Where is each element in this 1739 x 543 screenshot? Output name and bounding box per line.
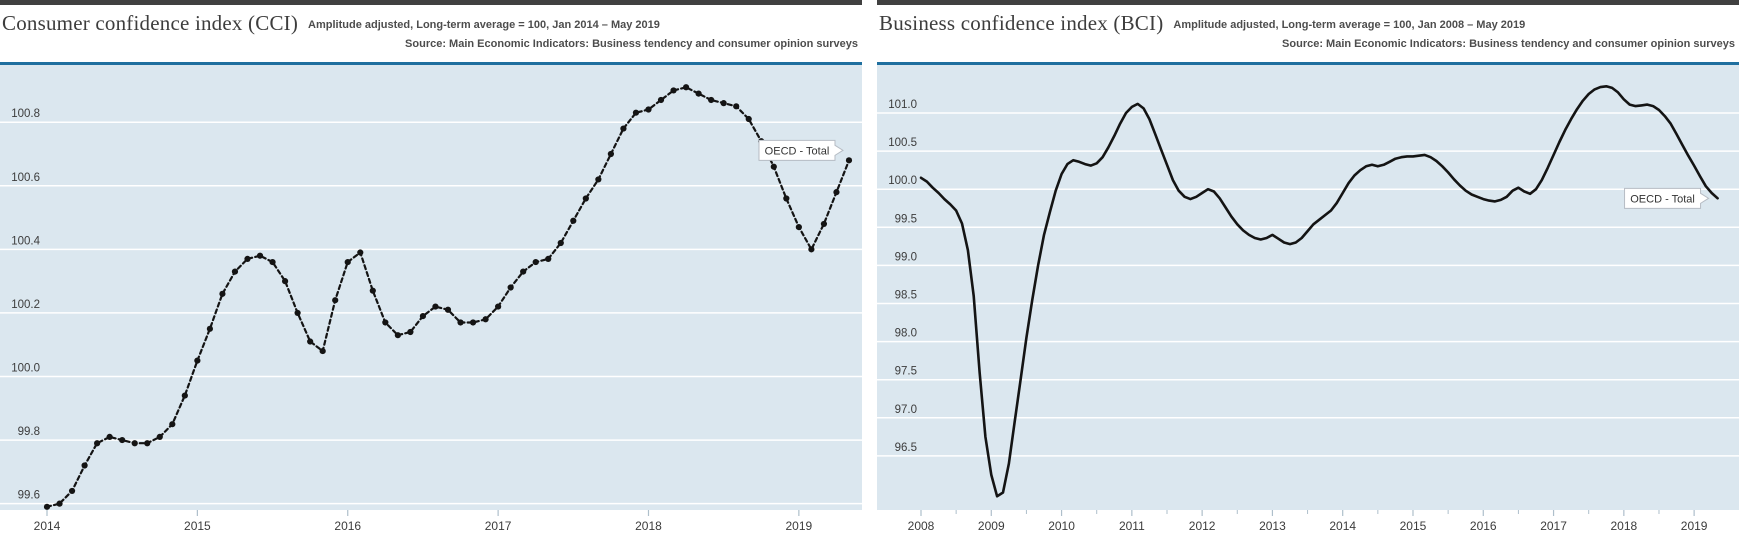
y-tick-label: 99.5: [895, 213, 917, 225]
y-tick-label: 100.0: [11, 363, 40, 375]
panel-top-bar: [0, 0, 862, 5]
y-tick-label: 96.5: [895, 442, 917, 454]
x-tick-label: 2008: [908, 519, 935, 533]
x-tick-label: 2010: [1048, 519, 1075, 533]
y-tick-label: 98.5: [895, 290, 917, 302]
y-tick-label: 100.4: [11, 235, 40, 247]
x-tick-label: 2014: [34, 519, 61, 533]
y-tick-label: 99.6: [18, 490, 40, 502]
bci-header: Business confidence index (BCI) Amplitude…: [877, 5, 1739, 62]
series-markers: [43, 84, 853, 510]
x-tick-label: 2018: [1610, 519, 1637, 533]
chart-subtitle: Amplitude adjusted, Long-term average = …: [308, 19, 660, 31]
cci-panel: Consumer confidence index (CCI) Amplitude…: [0, 0, 862, 543]
x-tick-label: 2016: [1470, 519, 1497, 533]
x-tick-label: 2013: [1259, 519, 1286, 533]
x-tick-label: 2012: [1189, 519, 1216, 533]
y-tick-label: 100.5: [888, 137, 917, 149]
bci-panel: Business confidence index (BCI) Amplitude…: [877, 0, 1739, 543]
page-title: Business confidence index (BCI): [879, 11, 1164, 35]
page-title: Consumer confidence index (CCI): [2, 11, 299, 35]
y-tick-label: 101.0: [888, 99, 917, 111]
source-note: Source: Main Economic Indicators: Busine…: [1282, 38, 1735, 50]
chart-subtitle: Amplitude adjusted, Long-term average = …: [1173, 19, 1526, 31]
y-axis-labels: 99.6 99.8 100.0 100.2 100.4 100.6 100.8: [11, 108, 40, 501]
y-axis-labels: 96.5 97.0 97.5 98.0 98.5 99.0 99.5 100.0 100.5 10…: [888, 99, 917, 454]
bci-chart[interactable]: 96.5 97.0 97.5 98.0 98.5 99.0 99.5 100.0 100.5 10…: [877, 65, 1739, 543]
x-tick-label: 2018: [635, 519, 662, 533]
series-callout-label: OECD - Total: [1630, 193, 1695, 205]
x-tick-label: 2015: [184, 519, 211, 533]
cci-header: Consumer confidence index (CCI) Amplitude…: [0, 5, 862, 62]
source-note: Source: Main Economic Indicators: Busine…: [405, 38, 858, 50]
x-axis: 2008 2009 2010 2011 2012 2013 2014 2015 2016 2017…: [908, 510, 1708, 533]
series-callout: OECD - Total: [1624, 187, 1710, 209]
x-tick-label: 2019: [786, 519, 813, 533]
y-tick-label: 99.8: [18, 426, 40, 438]
series-callout: OECD - Total: [758, 139, 844, 161]
x-tick-label: 2009: [978, 519, 1005, 533]
y-tick-label: 100.0: [888, 175, 917, 187]
cci-plot-area[interactable]: 99.6 99.8 100.0 100.2 100.4 100.6 100.8 2014 201…: [0, 62, 862, 543]
x-tick-label: 2011: [1119, 519, 1145, 533]
panel-top-bar: [877, 0, 1739, 5]
y-tick-label: 97.5: [895, 366, 917, 378]
y-tick-label: 100.6: [11, 172, 40, 184]
y-tick-label: 99.0: [895, 251, 917, 263]
y-tick-label: 100.2: [11, 299, 40, 311]
plot-background: [877, 65, 1739, 510]
bci-plot-area[interactable]: 96.5 97.0 97.5 98.0 98.5 99.0 99.5 100.0 100.5 10…: [877, 62, 1739, 543]
x-tick-label: 2016: [334, 519, 361, 533]
x-tick-label: 2015: [1400, 519, 1427, 533]
x-axis: 2014 2015 2016 2017 2018 2019: [34, 510, 813, 533]
x-tick-label: 2017: [485, 519, 512, 533]
y-tick-label: 100.8: [11, 108, 40, 120]
y-tick-label: 98.0: [895, 328, 917, 340]
gridlines: [0, 121, 862, 505]
series-callout-label: OECD - Total: [765, 145, 830, 157]
series-line: [919, 85, 1719, 498]
plot-background: [0, 65, 862, 510]
x-tick-label: 2019: [1681, 519, 1708, 533]
y-tick-label: 97.0: [895, 404, 917, 416]
x-tick-label: 2014: [1329, 519, 1356, 533]
x-tick-label: 2017: [1540, 519, 1567, 533]
gridlines: [877, 112, 1739, 457]
